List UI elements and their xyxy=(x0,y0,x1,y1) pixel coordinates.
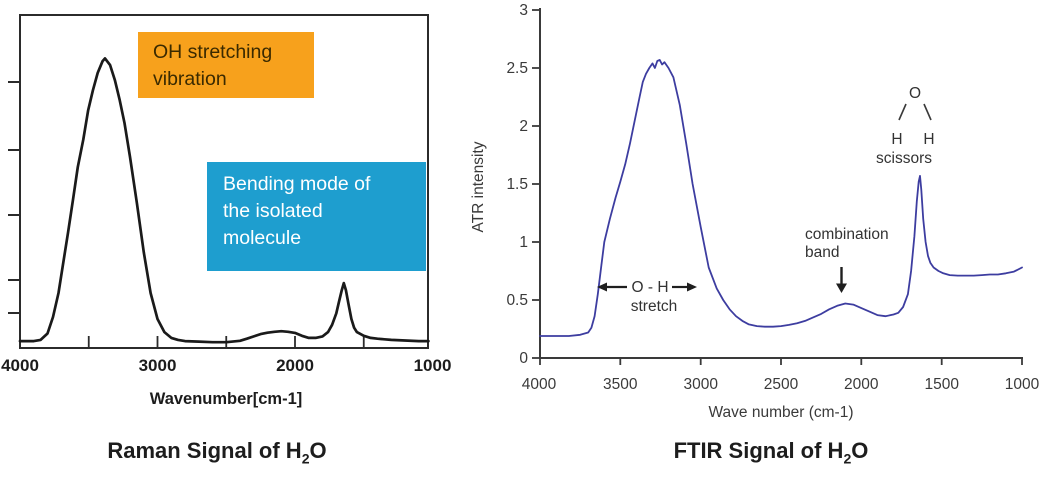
ftir-caption-subscript: 2 xyxy=(843,450,852,467)
bending-mode-box-line3: molecule xyxy=(223,227,302,249)
ftir-xtick-2500: 2500 xyxy=(764,376,799,393)
ftir-x-axis-title: Wave number (cm-1) xyxy=(709,404,854,421)
ftir-caption-text: FTIR Signal of H xyxy=(673,438,844,463)
ftir-axes xyxy=(539,8,1023,359)
scissors-label: scissors xyxy=(876,150,932,167)
oh-stretch-label-2: stretch xyxy=(631,298,678,315)
ftir-xtick-1500: 1500 xyxy=(924,376,959,393)
oh-stretching-box-line2: vibration xyxy=(153,68,227,90)
ftir-y-tick-labels: 0 0.5 1 1.5 2 2.5 3 xyxy=(506,2,528,367)
ftir-ytick-0: 0 xyxy=(519,350,528,367)
band-label: band xyxy=(805,244,839,261)
ftir-xtick-3500: 3500 xyxy=(603,376,638,393)
oh-stretching-box: OH stretching vibration xyxy=(138,32,314,98)
ftir-y-axis-title: ATR intensity xyxy=(470,141,487,232)
raman-plot: 4000 3000 2000 1000 Wavenumber[cm-1] xyxy=(1,14,451,408)
ftir-x-ticks xyxy=(539,358,1023,365)
raman-caption: Raman Signal of H2O xyxy=(0,438,434,466)
raman-caption-subscript: 2 xyxy=(301,450,310,467)
ftir-xtick-2000: 2000 xyxy=(844,376,879,393)
ftir-ytick-2_5: 2.5 xyxy=(506,60,528,77)
raman-y-ticks xyxy=(8,81,20,314)
right-arrow-icon xyxy=(672,282,697,292)
raman-tick-4000: 4000 xyxy=(1,356,39,375)
ftir-ytick-1_5: 1.5 xyxy=(506,176,528,193)
ftir-ytick-1: 1 xyxy=(519,234,528,251)
ftir-xtick-3000: 3000 xyxy=(683,376,718,393)
raman-plot-frame xyxy=(19,14,429,349)
bending-mode-box: Bending mode of the isolated molecule xyxy=(207,162,426,271)
ftir-caption-suffix: O xyxy=(851,438,869,463)
oh-stretch-annotation: O - H stretch xyxy=(597,279,697,315)
ftir-xtick-4000: 4000 xyxy=(522,376,557,393)
oh-stretching-box-line1: OH stretching xyxy=(153,41,273,63)
combination-band-annotation: combination band xyxy=(805,226,889,293)
ftir-y-ticks xyxy=(532,9,540,359)
bending-mode-box-line2: the isolated xyxy=(223,200,323,222)
molecule-bond-icon xyxy=(898,103,932,121)
combination-label: combination xyxy=(805,226,889,243)
ftir-curve xyxy=(539,59,1023,337)
ftir-ytick-0_5: 0.5 xyxy=(506,292,528,309)
raman-tick-1000: 1000 xyxy=(414,356,452,375)
left-arrow-icon xyxy=(597,282,627,292)
molecule-oxygen-label: O xyxy=(909,85,921,102)
raman-x-tick-labels: 4000 3000 2000 1000 xyxy=(1,356,451,375)
ftir-ytick-2: 2 xyxy=(519,118,528,135)
bending-mode-box-line1: Bending mode of xyxy=(223,173,371,195)
raman-tick-2000: 2000 xyxy=(276,356,314,375)
raman-caption-text: Raman Signal of H xyxy=(107,438,302,463)
ftir-plot: 0 0.5 1 1.5 2 2.5 3 4000 3500 3000 2500 … xyxy=(470,2,1040,421)
ftir-x-tick-labels: 4000 3500 3000 2500 2000 1500 1000 xyxy=(522,376,1040,393)
ftir-caption: FTIR Signal of H2O xyxy=(540,438,1002,466)
down-arrow-icon xyxy=(836,267,847,293)
raman-caption-suffix: O xyxy=(309,438,327,463)
water-molecule-diagram: O H H scissors xyxy=(876,85,935,167)
oh-stretch-label: O - H xyxy=(631,279,668,296)
raman-tick-3000: 3000 xyxy=(139,356,177,375)
raman-curve xyxy=(18,57,430,344)
ftir-ytick-3: 3 xyxy=(519,2,528,19)
molecule-hydrogen-right-label: H xyxy=(923,131,934,148)
raman-x-axis-title: Wavenumber[cm-1] xyxy=(150,390,303,408)
molecule-hydrogen-left-label: H xyxy=(891,131,902,148)
ftir-xtick-1000: 1000 xyxy=(1005,376,1040,393)
